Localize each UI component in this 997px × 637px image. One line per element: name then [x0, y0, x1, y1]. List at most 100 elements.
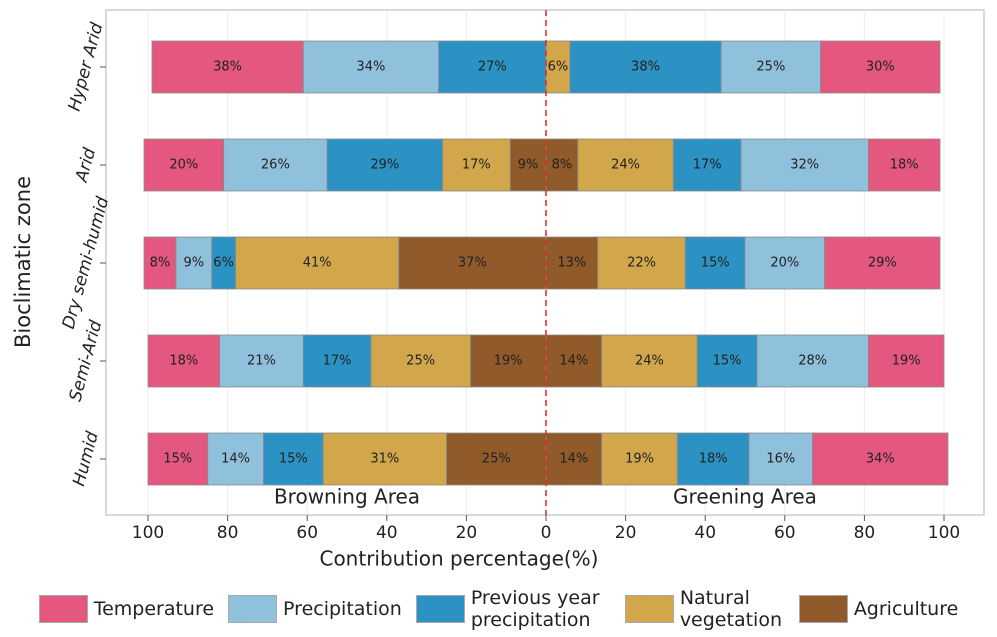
value-label: 20% [169, 158, 198, 173]
value-label: 25% [406, 354, 435, 369]
value-label: 18% [169, 354, 198, 369]
legend-item: Precipitation [228, 594, 402, 623]
bar-segment [302, 334, 372, 388]
bar-segment [740, 138, 869, 192]
bar-segment [545, 432, 603, 486]
bar-segment [601, 432, 678, 486]
x-tick-label: 20 [456, 523, 478, 543]
bar-segment [223, 138, 328, 192]
x-tick-label: 80 [854, 523, 876, 543]
value-label: 21% [247, 354, 276, 369]
value-label: 32% [790, 158, 819, 173]
value-label: 24% [635, 354, 664, 369]
value-label: 6% [548, 60, 569, 75]
value-label: 27% [478, 60, 507, 75]
bar-segment [597, 236, 686, 290]
bar-segment [672, 138, 742, 192]
legend-swatch [228, 594, 278, 623]
bar-segment [684, 236, 746, 290]
bar-segment [147, 432, 209, 486]
value-label: 13% [557, 256, 586, 271]
value-label: 25% [756, 60, 785, 75]
bar-segment [569, 40, 722, 94]
bar-segment [151, 40, 304, 94]
value-label: 29% [868, 256, 897, 271]
bar-segment [867, 138, 941, 192]
value-label: 20% [770, 256, 799, 271]
bar-segment [509, 138, 547, 192]
bar-segment [442, 138, 511, 192]
value-label: 15% [163, 452, 192, 467]
legend: Temperature Precipitation Previous year pr… [0, 580, 997, 637]
legend-label: Precipitation [283, 597, 402, 620]
value-label: 30% [866, 60, 895, 75]
bar-segment [370, 334, 471, 388]
value-label: 16% [766, 452, 795, 467]
value-label: 22% [627, 256, 656, 271]
x-tick-label: 0 [541, 523, 552, 543]
legend-swatch [624, 594, 674, 623]
value-label: 17% [693, 158, 722, 173]
legend-label: Agriculture [853, 597, 959, 620]
bar-segment [446, 432, 547, 486]
y-axis-label: Bioclimatic zone [11, 176, 35, 348]
value-label: 34% [356, 60, 385, 75]
value-label: 17% [323, 354, 352, 369]
bar-segment [820, 40, 941, 94]
value-label: 18% [699, 452, 728, 467]
value-label: 8% [150, 256, 171, 271]
legend-item: Natural vegetation [624, 586, 785, 631]
value-label: 8% [552, 158, 573, 173]
legend-label: Natural vegetation [679, 586, 782, 631]
value-label: 14% [559, 452, 588, 467]
bar-segment [398, 236, 547, 290]
value-label: 15% [701, 256, 730, 271]
value-label: 6% [213, 256, 234, 271]
value-label: 19% [625, 452, 654, 467]
bar-segment [577, 138, 674, 192]
y-tick-label: Humid [69, 429, 103, 488]
x-tick-label: 40 [376, 523, 398, 543]
bar-segment [744, 236, 825, 290]
value-label: 29% [370, 158, 399, 173]
value-label: 18% [890, 158, 919, 173]
value-label: 31% [370, 452, 399, 467]
bar-segment [469, 334, 547, 388]
value-label: 28% [798, 354, 827, 369]
value-label: 26% [261, 158, 290, 173]
legend-label: Previous year precipitation [470, 586, 600, 631]
chart: Contribution percentage(%) Bioclimatic z… [11, 9, 985, 571]
legend-swatch [798, 594, 848, 623]
side-label: Greening Area [673, 485, 817, 509]
bar-segment [545, 138, 579, 192]
x-tick-label: 60 [774, 523, 796, 543]
bar-segment [720, 40, 822, 94]
x-tick-label: 40 [694, 523, 716, 543]
legend-item: Previous year precipitation [415, 586, 611, 631]
bar-segment [219, 334, 304, 388]
x-tick-label: 20 [615, 523, 637, 543]
value-label: 37% [458, 256, 487, 271]
value-label: 9% [183, 256, 204, 271]
value-label: 24% [611, 158, 640, 173]
value-label: 19% [494, 354, 523, 369]
value-label: 9% [518, 158, 539, 173]
bar-segment [143, 236, 177, 290]
value-label: 41% [303, 256, 332, 271]
bar-segment [326, 138, 443, 192]
x-axis-label: Contribution percentage(%) [319, 547, 598, 571]
legend-swatch [415, 594, 465, 623]
value-label: 25% [482, 452, 511, 467]
bar-segment [143, 138, 225, 192]
value-label: 14% [221, 452, 250, 467]
bar-segment [235, 236, 400, 290]
bar-segment [812, 432, 949, 486]
x-tick-label: 100 [132, 523, 164, 543]
bar-segment [756, 334, 869, 388]
value-label: 15% [713, 354, 742, 369]
side-label: Browning Area [274, 485, 420, 509]
legend-item: Temperature [38, 594, 214, 623]
value-label: 14% [559, 354, 588, 369]
x-tick-label: 100 [928, 523, 960, 543]
value-label: 17% [462, 158, 491, 173]
